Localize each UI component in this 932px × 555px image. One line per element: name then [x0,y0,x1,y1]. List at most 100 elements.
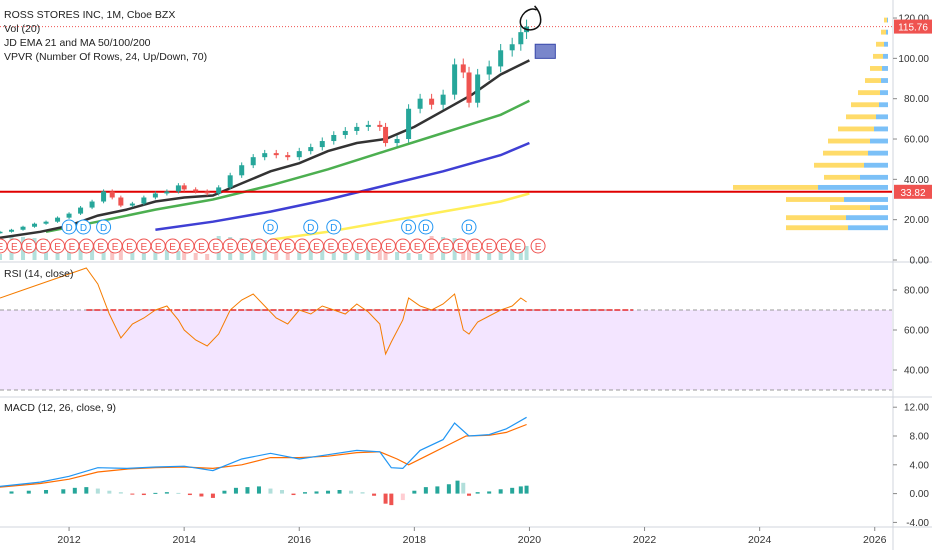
candle [141,197,147,204]
legend-moving-averages[interactable]: JD EMA 21 and MA 50/100/200 [4,37,151,49]
candle [342,130,348,135]
macd-histogram-bar [118,492,123,494]
earnings-marker-label: E [328,242,335,253]
dividend-marker [75,219,91,235]
time-axis-tick-label: 2024 [748,534,772,546]
vpvr-bar-down [830,205,870,210]
vpvr-bar-down [838,126,874,132]
candle [262,153,268,158]
legend-volume[interactable]: Vol (20) [4,23,41,35]
legend-symbol[interactable]: ROSS STORES INC, 1M, Cboe BZX [4,9,176,21]
macd-histogram-bar [84,487,89,494]
vpvr-bar-up [844,197,888,202]
candle [78,207,84,214]
macd-histogram-bar [412,490,417,494]
volume-bar [182,252,187,260]
candle [273,153,279,156]
vpvr-bar-up [864,162,888,168]
macd-histogram-bar [176,492,181,494]
candle [32,223,38,227]
volume-bar [418,254,423,260]
vpvr-bar-down [786,197,844,202]
vpvr-bar-down [870,66,882,71]
dividend-marker-label: D [80,223,87,234]
legend-vpvr[interactable]: VPVR (Number Of Rows, 24, Up/Down, 70) [4,51,208,63]
rsi-axis-tick-label: 60.00 [904,326,929,337]
vpvr-bar-down [884,17,887,23]
candle [0,231,3,234]
macd-histogram-bar [210,493,215,498]
vpvr-bar-up [884,41,888,47]
earnings-marker-label: E [342,242,349,253]
earnings-marker-label: E [356,242,363,253]
candle [204,191,210,194]
candle [20,226,26,230]
candle [109,191,115,198]
dividend-marker-label: D [405,223,412,234]
volume-bar [78,242,83,260]
vpvr-bar-down [876,41,884,47]
macd-histogram-bar [383,493,388,504]
dividend-marker [96,219,112,235]
candle [250,157,256,166]
candle [181,185,187,190]
macd-histogram-bar [26,490,31,494]
vpvr-bar-up [860,174,888,180]
vpvr-bar-up [882,66,888,71]
dividend-marker-label: D [465,223,472,234]
dividend-marker [326,219,342,235]
volume-bar [308,244,313,260]
earnings-marker-label: E [11,242,18,253]
price-axis-tick-label: 100.00 [898,54,929,65]
macd-histogram-bar [372,493,377,496]
volume-bar [130,247,135,260]
macd-histogram-bar [455,480,460,494]
macd-histogram-bar [44,490,49,494]
candle [227,175,233,188]
annotation-circle [519,5,542,31]
vpvr-bar-down [851,102,879,108]
rsi-label[interactable]: RSI (14, close) [4,268,74,280]
macd-histogram-bar [72,487,77,494]
vpvr-bar-up [846,215,888,221]
earnings-marker-label: E [443,242,450,253]
volume-bar [510,244,515,260]
macd-histogram-bar [233,487,238,494]
macd-histogram-bar [498,489,503,494]
candle [331,134,337,142]
candle [164,191,170,194]
earnings-marker-label: E [184,242,191,253]
price-axis-tick-label: 120.00 [898,14,929,25]
vpvr-bar-down [846,114,876,120]
volume-bar [395,252,400,260]
vpvr-bar-up [879,102,888,108]
macd-histogram-bar [461,482,466,494]
macd-histogram-bar [291,493,296,496]
macd-histogram-bar [141,493,146,496]
time-axis-tick-label: 2014 [172,534,196,546]
support-price-badge-label: 33.82 [900,188,925,199]
price-axis-tick-label: 60.00 [904,135,929,146]
vpvr-bar-up [818,184,888,190]
macd-histogram-bar [268,488,273,494]
dividend-marker-label: D [330,223,337,234]
price-axis-tick-label: 80.00 [904,94,929,105]
volume-bar [383,251,388,260]
macd-histogram-bar [130,493,135,495]
candle [55,217,61,222]
earnings-marker-label: E [256,242,263,253]
candle [101,191,107,202]
macd-axis-tick-label: 12.00 [904,403,929,414]
vpvr-bar-down [823,150,868,156]
earnings-marker-label: E [535,242,542,253]
earnings-marker-label: E [471,242,478,253]
candle [66,213,72,218]
earnings-marker-label: E [54,242,61,253]
candle [518,32,524,45]
earnings-marker-label: E [0,242,4,253]
macd-label[interactable]: MACD (12, 26, close, 9) [4,402,117,414]
volume-bar [141,248,146,260]
vpvr-bar-down [873,53,883,59]
